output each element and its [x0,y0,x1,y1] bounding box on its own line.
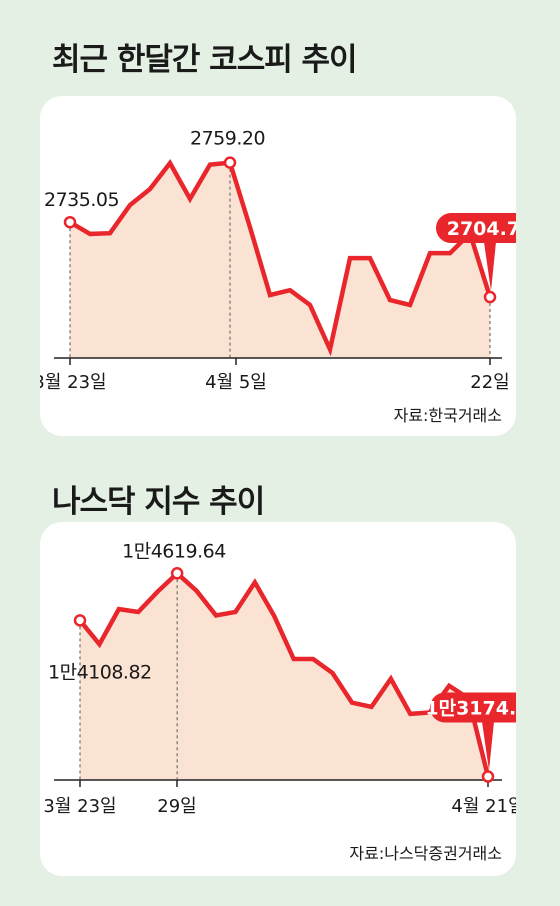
kospi-x-tick-label: 3월 23일 [40,372,107,393]
kospi-callout-pointer [484,242,496,292]
nasdaq-x-tick-label: 29일 [157,796,196,817]
kospi-line-chart: 3월 23일 4월 5일 22일 2735.05 2759.20 2704.71 [40,128,516,393]
nasdaq-point-marker [170,567,184,580]
nasdaq-line-chart: 3월 23일 29일 4월 21일 1만4108.82 1만4619.64 1만3174.… [43,540,516,817]
nasdaq-callout-pointer [482,721,494,771]
nasdaq-point-marker [73,614,87,627]
nasdaq-chart-panel: 3월 23일 29일 4월 21일 1만4108.82 1만4619.64 1만3174.… [40,522,516,876]
kospi-point-label: 2735.05 [44,189,119,211]
nasdaq-point-marker [481,770,495,783]
kospi-point-marker [63,215,77,229]
nasdaq-chart-title: 나스닥 지수 추이 [52,484,265,520]
nasdaq-point-label: 1만4619.64 [122,540,226,562]
nasdaq-callout-box [430,692,516,723]
kospi-area-fill [70,162,490,358]
nasdaq-callout-label: 1만3174.65 [425,698,516,720]
kospi-point-marker [483,290,497,304]
kospi-callout-box [436,213,516,244]
kospi-chart-panel: 3월 23일 4월 5일 22일 2735.05 2759.20 2704.71 자료:한… [40,96,516,436]
nasdaq-source-label: 자료:나스닥증권거래소 [349,844,502,863]
nasdaq-x-tick-label: 3월 23일 [43,796,116,817]
kospi-x-tick-label: 22일 [470,372,509,393]
nasdaq-area-fill [80,573,488,780]
kospi-point-marker [223,156,237,169]
kospi-series-line [67,159,493,357]
nasdaq-point-label: 1만4108.82 [48,661,152,683]
kospi-callout-label: 2704.71 [447,218,516,240]
nasdaq-series-line [77,570,491,779]
nasdaq-x-tick-label: 4월 21일 [451,796,516,817]
kospi-x-tick-label: 4월 5일 [205,372,267,393]
kospi-point-label: 2759.20 [190,128,265,150]
kospi-source-label: 자료:한국거래소 [393,406,502,425]
kospi-chart-title: 최근 한달간 코스피 추이 [52,42,358,78]
